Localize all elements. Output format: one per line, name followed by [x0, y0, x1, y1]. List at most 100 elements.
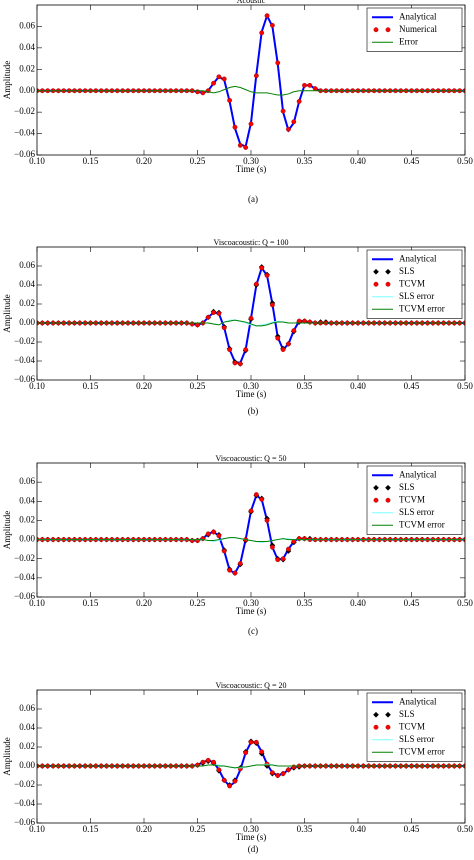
plot-content — [37, 13, 465, 150]
x-tick-label: 0.10 — [29, 156, 45, 166]
circle-marker — [216, 311, 222, 316]
circle-marker — [243, 347, 249, 352]
circle-marker — [227, 97, 233, 103]
series-line — [37, 537, 465, 542]
y-tick-label: 0.02 — [19, 63, 35, 73]
x-tick-label: 0.15 — [83, 381, 99, 391]
x-axis-label: Time (s) — [236, 389, 266, 399]
x-tick-label: 0.50 — [457, 156, 473, 166]
circle-marker — [286, 767, 291, 773]
circle-marker — [205, 531, 211, 537]
circle-marker — [253, 281, 259, 287]
y-tick-label: −0.06 — [14, 817, 35, 827]
y-tick-label: −0.06 — [14, 374, 35, 384]
circle-marker — [232, 778, 238, 784]
circle-marker — [291, 119, 297, 125]
caption: (a) — [248, 194, 258, 204]
y-tick-label: 0.00 — [19, 534, 35, 544]
plot-content — [37, 264, 465, 367]
y-axis-label: Amplitude — [2, 737, 12, 776]
circle-marker — [232, 360, 238, 366]
circle-marker — [189, 321, 195, 327]
circle-marker — [296, 536, 302, 542]
circle-marker — [302, 82, 307, 88]
y-tick-label: 0.00 — [19, 760, 35, 770]
series-line — [37, 85, 465, 96]
caption: (d) — [248, 844, 259, 854]
x-tick-label: 0.20 — [136, 598, 152, 608]
x-tick-label: 0.30 — [243, 598, 259, 608]
circle-marker — [385, 27, 391, 33]
x-tick-label: 0.50 — [457, 381, 473, 391]
legend-box — [366, 692, 463, 762]
circle-marker — [264, 518, 270, 523]
circle-marker — [205, 757, 211, 763]
x-tick-label: 0.25 — [190, 381, 206, 391]
legend-label: Analytical — [399, 696, 437, 706]
y-tick-label: 0.06 — [19, 20, 35, 30]
circle-marker — [221, 777, 227, 783]
x-tick-label: 0.30 — [243, 156, 259, 166]
chart-panel: Viscoacoustic: Q = 50 −0.06 −0.04 −0.02 0.00… — [2, 454, 473, 636]
circle-marker — [264, 13, 270, 19]
circle-marker — [385, 724, 391, 730]
circle-marker — [373, 27, 379, 33]
x-tick-label: 0.25 — [190, 598, 206, 608]
y-tick-label: 0.02 — [19, 514, 35, 524]
x-tick-label: 0.25 — [190, 824, 206, 834]
circle-marker — [221, 325, 227, 331]
plot-content — [37, 492, 465, 576]
circle-marker — [232, 124, 238, 130]
circle-marker — [232, 570, 238, 576]
circle-marker — [227, 567, 233, 573]
circle-marker — [286, 546, 291, 552]
circle-marker — [269, 22, 275, 28]
circle-marker — [291, 328, 297, 333]
legend-label: TCVM — [399, 721, 425, 731]
legend-label: Analytical — [399, 469, 437, 479]
diamond-marker — [385, 711, 391, 718]
circle-marker — [248, 508, 254, 514]
y-tick-label: 0.04 — [19, 279, 35, 289]
x-axis-label: Time (s) — [236, 164, 266, 174]
y-tick-label: −0.02 — [14, 779, 35, 789]
circle-marker — [259, 496, 265, 502]
circle-marker — [385, 497, 391, 503]
circle-marker — [216, 533, 222, 539]
y-tick-label: −0.02 — [14, 553, 35, 563]
circle-marker — [248, 315, 254, 321]
circle-marker — [248, 739, 254, 745]
circle-marker — [280, 108, 286, 114]
legend-box — [366, 249, 463, 319]
circle-marker — [243, 750, 249, 756]
circle-marker — [216, 74, 222, 80]
x-tick-label: 0.20 — [136, 381, 152, 391]
y-tick-label: −0.02 — [14, 106, 35, 116]
plot-content — [37, 738, 465, 789]
circle-marker — [259, 265, 265, 271]
circle-marker — [286, 126, 291, 132]
legend-label: TCVM error — [399, 519, 445, 529]
circle-marker — [280, 347, 286, 352]
circle-marker — [237, 142, 243, 148]
legend-label: Analytical — [399, 11, 437, 21]
y-axis-label: Amplitude — [2, 294, 12, 333]
plot-frame — [36, 462, 466, 598]
circle-marker — [211, 80, 216, 86]
x-tick-label: 0.15 — [83, 824, 99, 834]
y-tick-label: 0.04 — [19, 722, 35, 732]
series-line — [37, 764, 465, 769]
legend-label: TCVM — [399, 278, 425, 288]
y-axis-label: Amplitude — [2, 511, 12, 550]
x-tick-label: 0.20 — [136, 824, 152, 834]
y-tick-label: −0.04 — [14, 128, 35, 138]
y-tick-label: 0.04 — [19, 495, 35, 505]
x-tick-label: 0.40 — [350, 156, 366, 166]
x-axis-label: Time (s) — [236, 832, 266, 842]
y-tick-label: −0.04 — [14, 798, 35, 808]
series-line — [37, 319, 465, 327]
circle-marker — [211, 759, 216, 765]
y-tick-label: 0.00 — [19, 85, 35, 95]
circle-marker — [312, 86, 318, 91]
